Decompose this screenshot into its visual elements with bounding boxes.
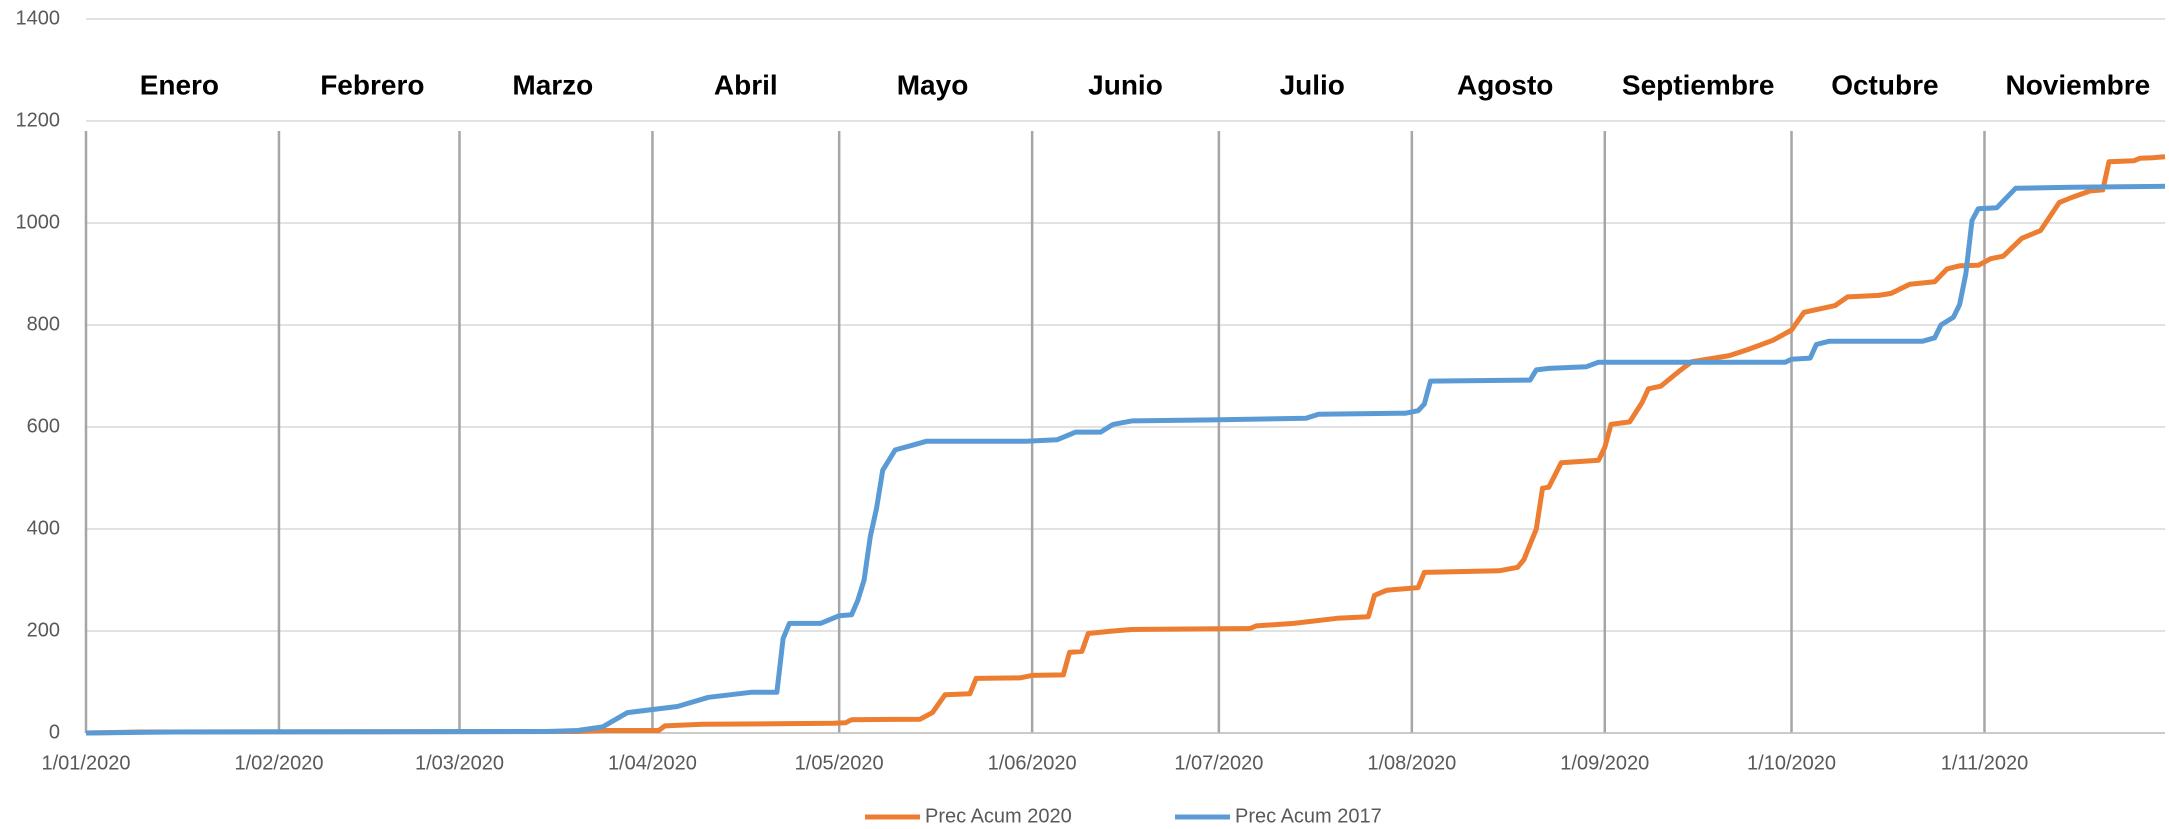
x-tick-label: 1/05/2020: [795, 752, 884, 774]
month-label: Junio: [1088, 69, 1163, 100]
series-line: [85, 154, 2166, 736]
x-tick-label: 1/01/2020: [42, 752, 131, 774]
month-label: Abril: [714, 69, 778, 100]
month-label: Enero: [140, 69, 219, 100]
month-label: Marzo: [512, 69, 593, 100]
x-tick-label: 1/10/2020: [1747, 752, 1836, 774]
x-tick-label: 1/07/2020: [1174, 752, 1263, 774]
y-tick-label: 600: [27, 415, 60, 437]
x-tick-label: 1/08/2020: [1367, 752, 1456, 774]
x-tick-label: 1/06/2020: [988, 752, 1077, 774]
x-tick-label: 1/02/2020: [234, 752, 323, 774]
y-tick-label: 1200: [16, 109, 61, 131]
x-tick-label: 1/03/2020: [415, 752, 504, 774]
y-tick-label: 200: [27, 619, 60, 641]
month-label: Noviembre: [2005, 69, 2150, 100]
month-label: Septiembre: [1622, 69, 1775, 100]
x-tick-label: 1/04/2020: [608, 752, 697, 774]
legend-label: Prec Acum 2017: [1235, 805, 1382, 827]
y-tick-label: 1400: [16, 7, 61, 29]
month-label: Febrero: [320, 69, 424, 100]
month-label: Mayo: [897, 69, 969, 100]
y-tick-label: 800: [27, 313, 60, 335]
y-tick-label: 0: [49, 721, 60, 743]
y-tick-label: 1000: [16, 211, 61, 233]
x-tick-label: 1/09/2020: [1560, 752, 1649, 774]
x-tick-label: 1/11/2020: [1941, 752, 2029, 774]
month-label: Octubre: [1831, 69, 1938, 100]
month-label: Agosto: [1457, 69, 1553, 100]
series-line: [85, 183, 2166, 736]
legend-label: Prec Acum 2020: [925, 805, 1072, 827]
month-label: Julio: [1280, 69, 1345, 100]
y-tick-label: 400: [27, 517, 60, 539]
